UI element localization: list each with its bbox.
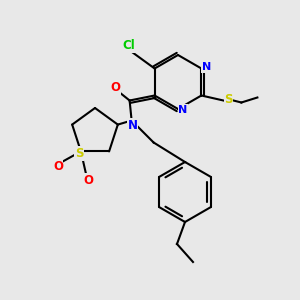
- Text: N: N: [178, 105, 188, 115]
- Text: N: N: [202, 62, 211, 73]
- Text: S: S: [224, 93, 232, 106]
- Text: O: O: [111, 81, 121, 94]
- Text: O: O: [83, 174, 93, 187]
- Text: Cl: Cl: [122, 39, 135, 52]
- Text: S: S: [75, 147, 83, 160]
- Text: N: N: [128, 119, 138, 132]
- Text: O: O: [53, 160, 63, 173]
